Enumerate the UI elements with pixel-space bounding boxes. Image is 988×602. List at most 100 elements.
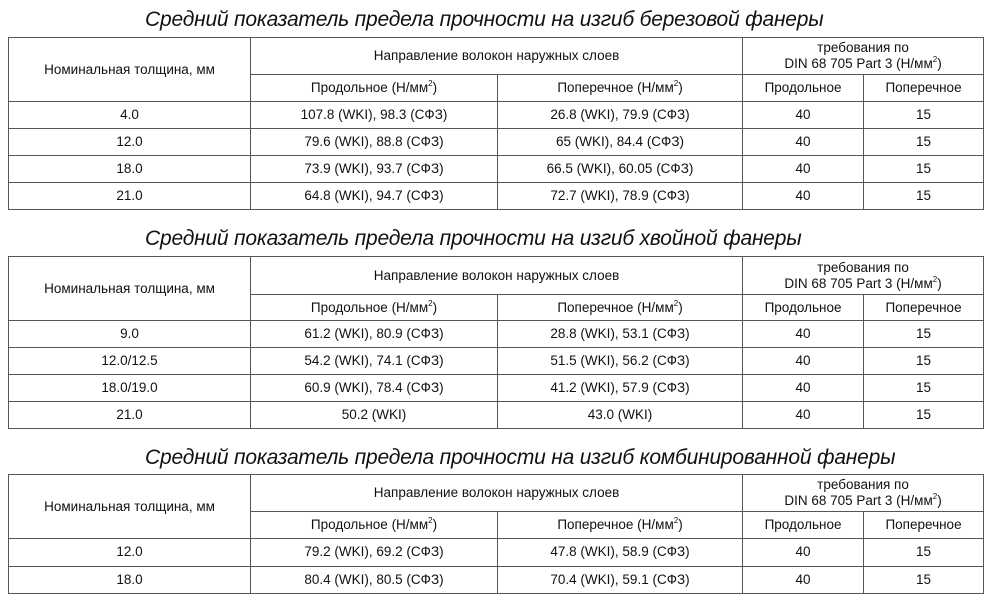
cell-transverse: 70.4 (WKI), 59.1 (СФЗ): [496, 565, 744, 594]
header-text: Поперечное (Н/мм: [557, 517, 674, 532]
superscript: 2: [932, 55, 938, 64]
cell-longitudinal: 54.2 (WKI), 74.1 (СФЗ): [250, 347, 498, 375]
header-direction: Направление волокон наружных слоев: [249, 474, 744, 512]
superscript: 2: [673, 298, 679, 308]
cell-longitudinal: 79.6 (WKI), 88.8 (СФЗ): [250, 128, 498, 156]
cell-req-transverse: 15: [863, 401, 985, 429]
strength-table: Номинальная толщина, мм Направление волок…: [8, 37, 985, 210]
header-row: Номинальная толщина, мм Направление волок…: [8, 474, 985, 539]
cell-transverse: 26.8 (WKI), 79.9 (СФЗ): [496, 101, 744, 129]
header-req-longitudinal: Продольное: [742, 74, 865, 102]
table-row: 18.0 73.9 (WKI), 93.7 (СФЗ) 66.5 (WKI), 60…: [8, 155, 985, 183]
cell-transverse: 51.5 (WKI), 56.2 (СФЗ): [496, 347, 744, 375]
header-req-transverse: Поперечное: [863, 511, 985, 539]
cell-longitudinal: 73.9 (WKI), 93.7 (СФЗ): [250, 155, 498, 183]
header-text-close: ): [678, 299, 683, 315]
header-longitudinal: Продольное (Н/мм2): [250, 511, 498, 539]
header-row: Номинальная толщина, мм Направление волок…: [8, 256, 985, 321]
cell-transverse: 66.5 (WKI), 60.05 (СФЗ): [496, 155, 744, 183]
superscript: 2: [428, 79, 433, 88]
table-row: 12.0/12.5 54.2 (WKI), 74.1 (СФЗ) 51.5 (WKI…: [8, 347, 985, 375]
superscript: 2: [428, 298, 433, 308]
cell-longitudinal: 79.2 (WKI), 69.2 (СФЗ): [250, 538, 498, 567]
subheader-row: Продольное (Н/мм2) Поперечное (Н/мм2) Прод…: [9, 511, 985, 539]
header-req-longitudinal: Продольное: [742, 294, 865, 321]
header-direction: Направление волокон наружных слоев: [249, 256, 744, 295]
requirements-line1: требования по: [817, 477, 909, 492]
cell-req-longitudinal: 40: [742, 128, 865, 156]
cell-thickness: 4.0: [8, 101, 251, 129]
table-row: 18.0 80.4 (WKI), 80.5 (СФЗ) 70.4 (WKI), 59…: [8, 565, 985, 594]
header-text-close: ): [432, 80, 438, 95]
cell-transverse: 47.8 (WKI), 58.9 (СФЗ): [496, 538, 744, 567]
cell-req-longitudinal: 40: [742, 565, 865, 594]
table-title: Средний показатель предела прочности на …: [145, 446, 896, 469]
header-text: Поперечное (Н/мм: [557, 299, 674, 315]
cell-req-longitudinal: 40: [742, 347, 865, 375]
cell-req-transverse: 15: [863, 128, 985, 156]
header-text: DIN 68 705 Part 3 (Н/мм: [784, 56, 933, 71]
superscript: 2: [673, 79, 679, 88]
header-text: Продольное (Н/мм: [310, 517, 429, 532]
superscript: 2: [932, 492, 938, 501]
header-thickness: Номинальная толщина, мм: [8, 37, 251, 102]
header-text-close: ): [678, 80, 683, 95]
cell-transverse: 72.7 (WKI), 78.9 (СФЗ): [496, 182, 744, 210]
cell-longitudinal: 60.9 (WKI), 78.4 (СФЗ): [250, 374, 498, 402]
header-text: Продольное (Н/мм: [310, 80, 429, 95]
table-row: 12.0 79.2 (WKI), 69.2 (СФЗ) 47.8 (WKI), 58…: [8, 538, 985, 567]
header-requirements: требования по DIN 68 705 Part 3 (Н/мм2): [742, 256, 985, 295]
cell-req-transverse: 15: [863, 320, 985, 348]
cell-longitudinal: 64.8 (WKI), 94.7 (СФЗ): [250, 182, 498, 210]
superscript: 2: [932, 274, 938, 284]
header-text-close: ): [937, 275, 942, 291]
requirements-line1: требования по: [817, 40, 909, 55]
header-text: Поперечное (Н/мм: [557, 80, 674, 95]
cell-longitudinal: 80.4 (WKI), 80.5 (СФЗ): [250, 565, 498, 594]
table-row: 9.0 61.2 (WKI), 80.9 (СФЗ) 28.8 (WKI), 53.…: [8, 320, 985, 348]
header-thickness: Номинальная толщина, мм: [8, 256, 251, 321]
subheader-row: Продольное (Н/мм2) Поперечное (Н/мм2) Прод…: [9, 294, 985, 321]
header-text-close: ): [678, 517, 683, 532]
header-req-transverse: Поперечное: [863, 294, 985, 321]
header-row: Номинальная толщина, мм Направление волок…: [8, 37, 985, 102]
table-title: Средний показатель предела прочности на …: [145, 227, 802, 250]
cell-thickness: 12.0: [8, 128, 251, 156]
cell-thickness: 21.0: [8, 182, 251, 210]
header-text-close: ): [937, 56, 942, 71]
cell-req-longitudinal: 40: [742, 320, 865, 348]
cell-req-transverse: 15: [863, 565, 985, 594]
cell-transverse: 28.8 (WKI), 53.1 (СФЗ): [496, 320, 744, 348]
header-transverse: Поперечное (Н/мм2): [496, 74, 744, 102]
cell-req-longitudinal: 40: [742, 538, 865, 567]
cell-longitudinal: 50.2 (WKI): [250, 401, 498, 429]
cell-req-transverse: 15: [863, 101, 985, 129]
cell-thickness: 18.0: [8, 155, 251, 183]
header-text-close: ): [432, 517, 438, 532]
cell-transverse: 65 (WKI), 84.4 (СФЗ): [496, 128, 744, 156]
header-transverse: Поперечное (Н/мм2): [496, 511, 744, 539]
header-direction: Направление волокон наружных слоев: [249, 37, 744, 75]
table-row: 21.0 64.8 (WKI), 94.7 (СФЗ) 72.7 (WKI), 78…: [8, 182, 985, 210]
header-requirements: требования по DIN 68 705 Part 3 (Н/мм2): [742, 37, 985, 75]
cell-req-transverse: 15: [863, 374, 985, 402]
table-row: 12.0 79.6 (WKI), 88.8 (СФЗ) 65 (WKI), 84.4…: [8, 128, 985, 156]
strength-table: Номинальная толщина, мм Направление волок…: [8, 256, 985, 429]
header-text: Продольное (Н/мм: [310, 299, 429, 315]
cell-thickness: 21.0: [8, 401, 251, 429]
header-text-close: ): [432, 299, 438, 315]
cell-transverse: 43.0 (WKI): [496, 401, 744, 429]
table-row: 18.0/19.0 60.9 (WKI), 78.4 (СФЗ) 41.2 (WKI…: [8, 374, 985, 402]
cell-longitudinal: 107.8 (WKI), 98.3 (СФЗ): [250, 101, 498, 129]
cell-req-transverse: 15: [863, 347, 985, 375]
cell-transverse: 41.2 (WKI), 57.9 (СФЗ): [496, 374, 744, 402]
cell-req-longitudinal: 40: [742, 401, 865, 429]
superscript: 2: [428, 516, 433, 525]
cell-req-transverse: 15: [863, 538, 985, 567]
header-text: DIN 68 705 Part 3 (Н/мм: [784, 275, 933, 291]
cell-req-transverse: 15: [863, 155, 985, 183]
cell-thickness: 12.0: [8, 538, 251, 567]
header-text-close: ): [937, 493, 942, 508]
header-thickness: Номинальная толщина, мм: [8, 474, 251, 539]
cell-thickness: 18.0: [8, 565, 251, 594]
